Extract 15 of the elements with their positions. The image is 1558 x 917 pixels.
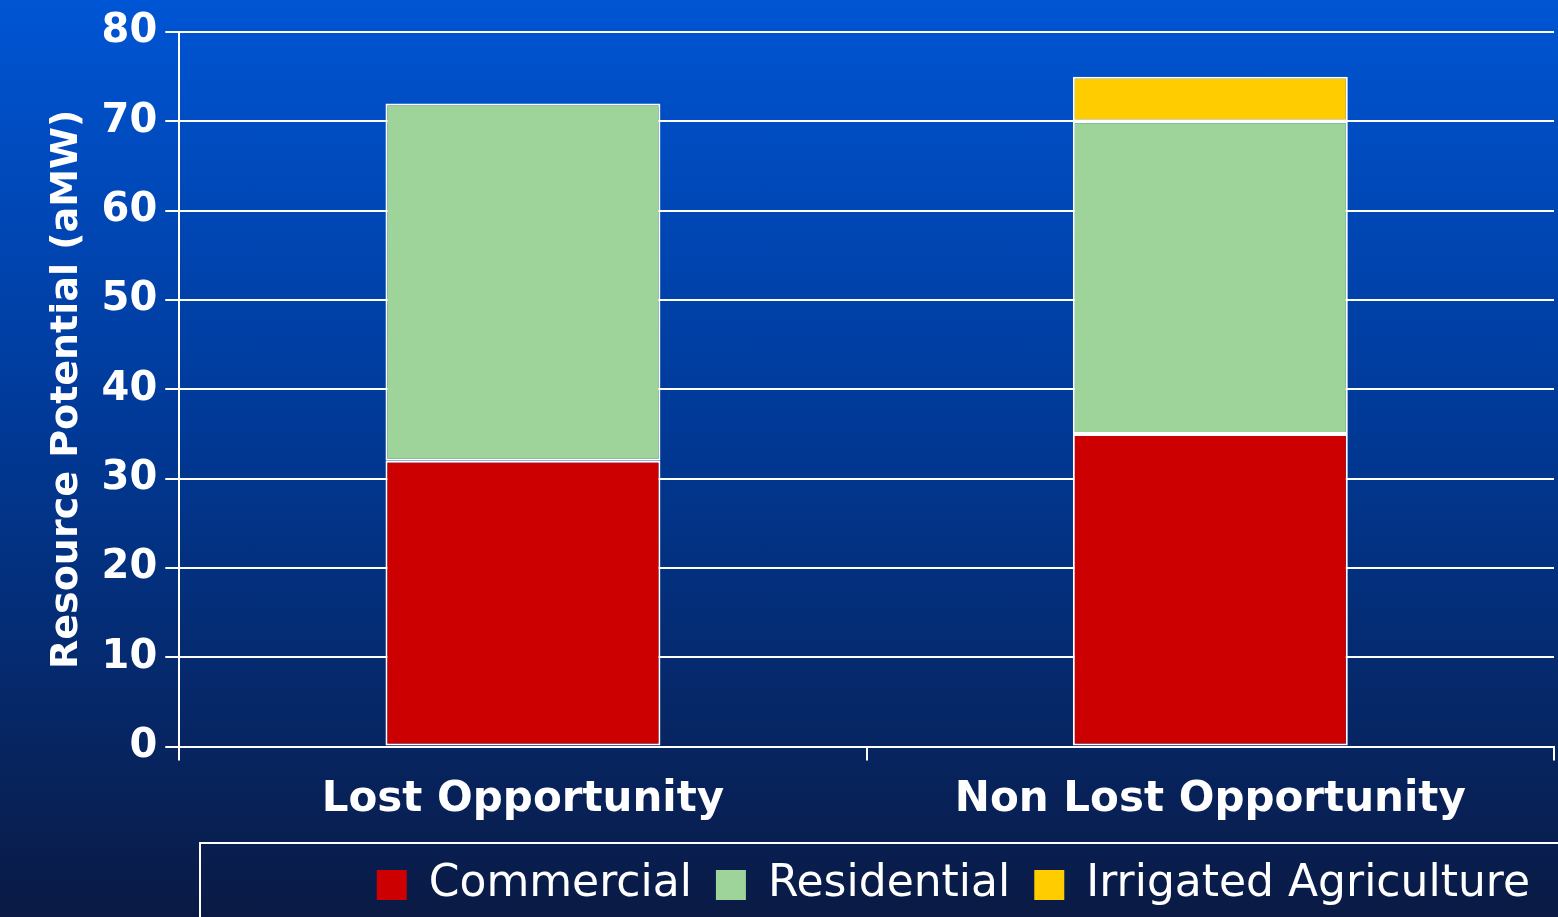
legend-label: Irrigated Agriculture bbox=[1086, 855, 1530, 907]
y-tick-label: 70 bbox=[101, 94, 158, 141]
y-axis-title: Resource Potential (aMW) bbox=[41, 109, 86, 669]
y-tick-label: 30 bbox=[101, 452, 158, 499]
y-tick-label: 10 bbox=[101, 630, 158, 677]
y-tick-label: 50 bbox=[101, 273, 158, 320]
legend-label: Residential bbox=[767, 855, 1011, 907]
x-tick-label: Lost Opportunity bbox=[321, 771, 725, 821]
legend-label: Commercial bbox=[428, 855, 692, 907]
x-tick-label: Non Lost Opportunity bbox=[954, 771, 1466, 821]
y-tick-label: 0 bbox=[129, 719, 158, 766]
y-tick-label: 60 bbox=[101, 184, 158, 231]
y-tick-label: 20 bbox=[101, 541, 158, 588]
y-tick-label: 80 bbox=[101, 5, 158, 52]
y-tick-label: 40 bbox=[101, 362, 158, 409]
